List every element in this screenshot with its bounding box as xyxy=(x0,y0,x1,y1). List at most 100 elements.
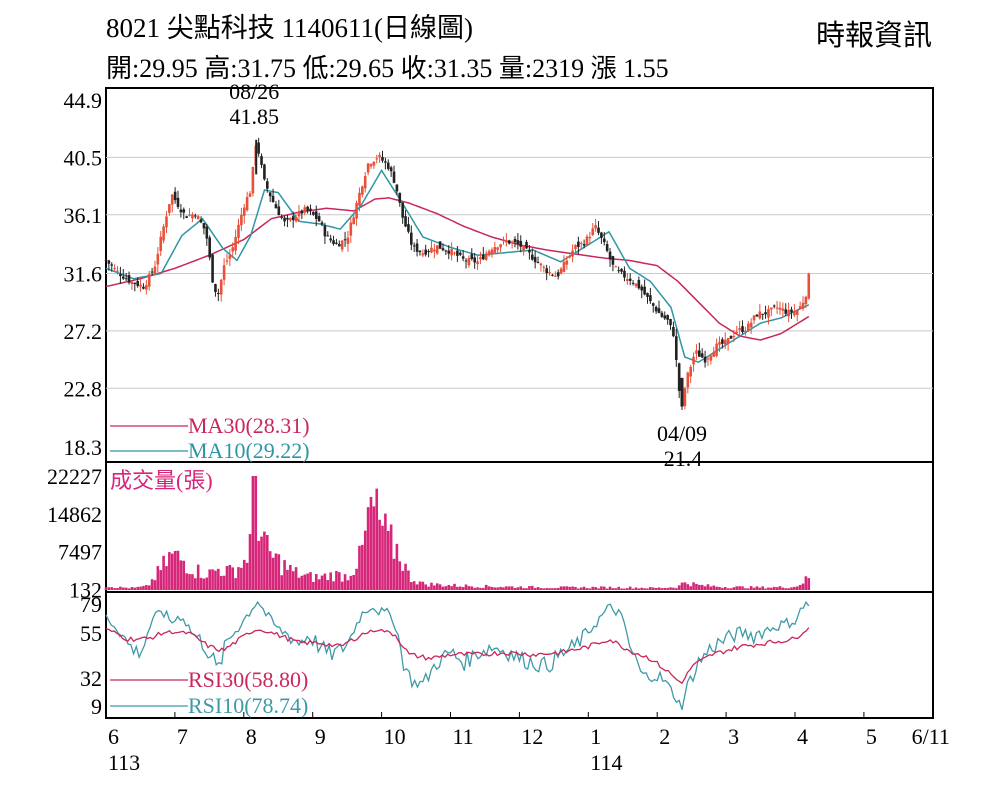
volume-bar xyxy=(746,588,750,590)
volume-bar xyxy=(461,587,465,590)
volume-bar xyxy=(193,578,197,590)
candle-body xyxy=(150,271,154,273)
volume-bar xyxy=(510,586,514,590)
volume-bar xyxy=(703,586,707,590)
candle-body xyxy=(386,162,390,169)
candle-body xyxy=(168,204,171,213)
volume-bar xyxy=(265,535,269,590)
candle-body xyxy=(191,214,194,219)
volume-bar xyxy=(191,574,194,590)
candle-body xyxy=(528,250,531,253)
candle-body xyxy=(424,249,428,255)
candle-body xyxy=(628,278,632,281)
candle-body xyxy=(124,278,128,280)
volume-bar xyxy=(666,587,669,590)
volume-bar xyxy=(361,544,364,590)
candle-body xyxy=(510,241,514,243)
volume-bar xyxy=(692,582,695,590)
candle-body xyxy=(467,257,471,266)
candle-body xyxy=(343,239,347,241)
volume-bar xyxy=(410,582,413,590)
volume-bar xyxy=(257,540,260,590)
volume-bar xyxy=(729,588,733,590)
volume-bar xyxy=(784,588,788,590)
volume-bar xyxy=(458,586,462,590)
candle-body xyxy=(162,226,165,241)
volume-bar xyxy=(211,569,214,590)
volume-bar xyxy=(142,585,145,590)
candle-body xyxy=(568,255,572,258)
volume-bar xyxy=(663,587,667,590)
volume-bar xyxy=(173,550,177,590)
volume-bar xyxy=(309,572,312,590)
volume-bar xyxy=(188,574,191,590)
candle-body xyxy=(182,209,186,213)
volume-bar xyxy=(159,570,163,590)
volume-bar xyxy=(248,534,252,590)
volume-bar xyxy=(176,550,180,590)
candle-body xyxy=(738,328,741,330)
volume-bar xyxy=(447,584,451,590)
candle-body xyxy=(692,356,695,365)
volume-bar xyxy=(591,586,595,590)
volume-bar xyxy=(294,567,298,590)
candle-body xyxy=(104,259,108,261)
candle-body xyxy=(312,211,315,215)
candle-body xyxy=(807,273,811,299)
volume-bar xyxy=(202,578,206,590)
volume-bar xyxy=(781,587,785,590)
candle-body xyxy=(795,310,799,315)
volume-bar xyxy=(245,562,249,590)
candle-body xyxy=(139,284,142,287)
volume-bar xyxy=(674,588,678,590)
volume-bar xyxy=(608,586,612,590)
volume-bar xyxy=(473,587,476,590)
candle-body xyxy=(363,175,367,189)
candle-body xyxy=(159,236,163,251)
volume-bar xyxy=(709,586,713,590)
volume-bar xyxy=(366,507,370,590)
candle-body xyxy=(433,249,436,252)
price-tick-label: 44.9 xyxy=(64,88,103,113)
candle-body xyxy=(496,247,500,250)
candle-body xyxy=(703,356,707,363)
candle-body xyxy=(369,164,373,167)
candle-body xyxy=(245,197,249,211)
quote-line: 開:29.95 高:31.75 低:29.65 收:31.35 量:2319 漲… xyxy=(106,54,669,83)
volume-bar xyxy=(484,584,488,590)
candle-body xyxy=(562,261,566,272)
volume-bar xyxy=(254,476,258,590)
volume-bar xyxy=(597,588,600,590)
candle-body xyxy=(490,249,494,254)
candle-body xyxy=(554,275,557,277)
candle-body xyxy=(597,227,600,233)
volume-bar xyxy=(433,585,436,590)
candle-body xyxy=(516,240,520,244)
volume-bar xyxy=(770,587,773,590)
annotation-low-date: 04/09 xyxy=(657,421,707,446)
volume-bar xyxy=(482,587,485,590)
candle-body xyxy=(686,372,690,388)
candle-body xyxy=(300,210,304,214)
candle-body xyxy=(479,257,482,260)
volume-bar xyxy=(110,587,114,590)
ma30-legend-label: MA30(28.31) xyxy=(188,413,310,438)
volume-bar xyxy=(392,558,396,590)
candle-body xyxy=(228,255,232,259)
rsi10-line xyxy=(105,600,810,710)
candle-body xyxy=(585,236,589,246)
candle-body xyxy=(456,250,459,256)
volume-bar xyxy=(418,581,422,590)
volume-bar xyxy=(384,513,387,590)
candle-body xyxy=(234,237,237,251)
volume-bar xyxy=(654,588,658,590)
candle-body xyxy=(752,315,756,321)
candle-body xyxy=(594,225,597,229)
volume-bar xyxy=(530,585,534,590)
volume-bar xyxy=(778,586,782,590)
candle-body xyxy=(505,240,508,243)
volume-bar xyxy=(490,586,494,590)
volume-bar xyxy=(306,573,309,590)
candle-body xyxy=(700,353,704,358)
volume-bar xyxy=(548,588,551,590)
